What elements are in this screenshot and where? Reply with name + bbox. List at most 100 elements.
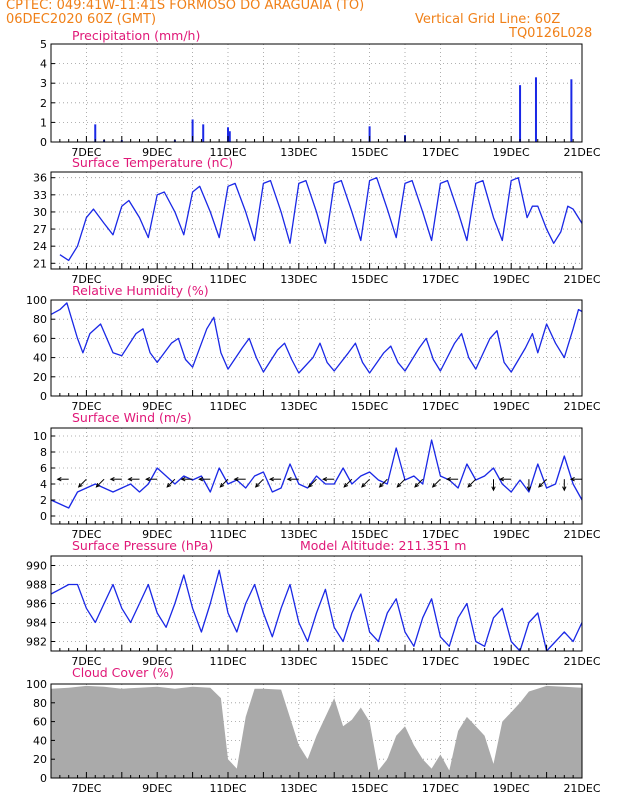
precip-y-tick-label: 1	[40, 116, 47, 129]
wind-date-label: 11DEC	[209, 528, 246, 541]
press-frame	[50, 555, 583, 652]
wind-arrow	[219, 478, 229, 488]
wind-arrow-head	[56, 477, 62, 482]
wind-arrow-head	[307, 482, 313, 488]
precip-frame	[50, 43, 583, 143]
temp-y-tick-label: 24	[33, 240, 47, 253]
cloud-date-label: 15DEC	[351, 782, 388, 795]
cloud-y-tick-label: 40	[33, 734, 47, 747]
rh-y-tick-label: 40	[33, 352, 47, 365]
cloud-date-label: 13DEC	[280, 782, 317, 795]
rh-date-label: 13DEC	[280, 400, 317, 413]
precip-bar	[570, 79, 573, 142]
wind-panel-title: Surface Wind (m/s)	[72, 410, 192, 425]
temp-y-tick-label: 21	[33, 257, 47, 270]
wind-arrow	[414, 478, 424, 488]
wind-y-tick-label: 6	[40, 462, 47, 475]
precip-date-label: 13DEC	[280, 146, 317, 159]
wind-arrow-head	[145, 477, 151, 482]
wind-arrow-head	[538, 482, 543, 488]
rh-series-line	[50, 302, 583, 374]
rh-panel-title: Relative Humidity (%)	[72, 283, 209, 298]
cloud-panel-title: Cloud Cover (%)	[72, 665, 174, 680]
precip-bar	[519, 85, 522, 142]
cloud-date-label: 19DEC	[493, 782, 530, 795]
precip-bar	[534, 77, 537, 142]
pressure-panel-title: Surface Pressure (hPa)	[72, 538, 214, 553]
press-date-label: 21DEC	[563, 655, 600, 668]
press-date-label: 13DEC	[280, 655, 317, 668]
wind-date-label: 13DEC	[280, 528, 317, 541]
rh-y-tick-label: 60	[33, 332, 47, 345]
wind-arrow-head	[254, 482, 260, 488]
precip-y-tick-label: 5	[40, 38, 47, 51]
temp-date-label: 13DEC	[280, 273, 317, 286]
temp-date-label: 15DEC	[351, 273, 388, 286]
rh-date-label: 9DEC	[142, 400, 172, 413]
wind-date-label: 21DEC	[563, 528, 600, 541]
wind-arrow-head	[233, 477, 239, 482]
precip-bar	[202, 124, 205, 142]
precip-date-label: 15DEC	[351, 146, 388, 159]
rh-date-label: 21DEC	[563, 400, 600, 413]
station-header-line1: CPTEC: 049:41W-11:41S FORMOSO DO ARAGUAI…	[6, 0, 365, 13]
temp-date-label: 19DEC	[493, 273, 530, 286]
wind-date-label: 7DEC	[71, 528, 101, 541]
wind-arrow	[166, 478, 176, 488]
precip-date-label: 11DEC	[209, 146, 246, 159]
press-y-tick-label: 984	[26, 617, 47, 630]
wind-arrow-head	[268, 477, 274, 482]
wind-date-label: 17DEC	[422, 528, 459, 541]
wind-arrow-head	[431, 482, 437, 488]
wind-y-tick-label: 4	[40, 478, 47, 491]
model-code-label: TQ0126L028	[509, 26, 593, 41]
wind-arrow-head	[361, 482, 366, 488]
cloud-y-tick-label: 20	[33, 753, 47, 766]
press-y-tick-label: 990	[26, 560, 47, 573]
press-y-tick-label: 982	[26, 636, 47, 649]
wind-arrow-head	[562, 486, 567, 492]
wind-arrow	[361, 478, 370, 488]
wind-arrow-head	[109, 477, 115, 482]
cloud-cover-area	[51, 685, 582, 778]
rh-date-label: 11DEC	[209, 400, 246, 413]
cloud-date-label: 21DEC	[563, 782, 600, 795]
temp-y-tick-label: 27	[33, 223, 47, 236]
precip-bar	[94, 124, 97, 142]
wind-arrow-head	[180, 477, 186, 482]
wind-arrow-head	[396, 482, 402, 488]
wind-arrow-head	[445, 477, 451, 482]
wind-arrow	[379, 478, 388, 488]
wind-arrow-head	[491, 486, 496, 492]
press-date-label: 11DEC	[209, 655, 246, 668]
cloud-date-label: 17DEC	[422, 782, 459, 795]
wind-arrow-head	[569, 477, 575, 482]
temp-y-tick-label: 33	[33, 189, 47, 202]
wind-arrow-head	[343, 482, 349, 488]
temp-y-tick-label: 30	[33, 206, 47, 219]
wind-arrow-head	[526, 486, 532, 492]
wind-arrow	[96, 478, 105, 488]
precip-y-tick-label: 2	[40, 97, 47, 110]
precip-date-label: 9DEC	[142, 146, 172, 159]
rh-y-tick-label: 100	[26, 294, 47, 307]
temp-series-line	[59, 177, 583, 262]
wind-date-label: 15DEC	[351, 528, 388, 541]
wind-arrow	[432, 478, 441, 488]
rh-y-tick-label: 20	[33, 371, 47, 384]
temp-date-label: 21DEC	[563, 273, 600, 286]
cloud-y-tick-label: 100	[26, 678, 47, 691]
press-date-label: 19DEC	[493, 655, 530, 668]
wind-y-tick-label: 10	[33, 430, 47, 443]
cloud-y-tick-label: 0	[40, 772, 47, 785]
wind-arrow-head	[322, 477, 328, 482]
wind-y-tick-label: 2	[40, 494, 47, 507]
wind-arrow	[538, 478, 547, 488]
rh-date-label: 7DEC	[71, 400, 101, 413]
wind-arrow-head	[414, 482, 419, 488]
press-date-label: 17DEC	[422, 655, 459, 668]
wind-arrow	[255, 478, 264, 488]
precip-y-tick-label: 4	[40, 58, 47, 71]
wind-arrow	[396, 478, 406, 488]
precip-date-label: 17DEC	[422, 146, 459, 159]
